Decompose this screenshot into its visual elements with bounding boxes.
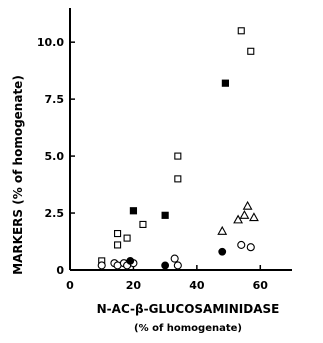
y-tick-label: 5.0 [45,150,65,163]
open-circle-point [170,254,179,263]
open-circle-point [246,243,255,252]
open-square-point [247,47,255,55]
open-triangle-point [242,200,253,210]
y-tick-label: 2.5 [45,207,65,220]
y-tick-label: 7.5 [45,93,65,106]
data-points [97,27,259,270]
open-triangle-point [233,214,244,224]
open-triangle-point [217,225,228,235]
open-triangle-point [239,209,250,219]
open-circle-point [97,261,106,270]
y-axis-title: MARKERS (% of homogenate) [11,75,25,275]
open-square-point [174,152,182,160]
y-tick-label: 0 [56,264,64,277]
open-square-point [114,241,122,249]
filled-circle-point [161,261,170,270]
open-square-point [237,27,245,35]
filled-square-point [221,79,229,87]
x-tick-label: 0 [66,279,74,292]
open-square-point [123,234,131,242]
x-axis-subtitle: (% of homogenate) [134,323,242,334]
filled-square-point [129,207,138,215]
open-square-point [174,175,182,183]
ticks [69,41,262,271]
filled-circle-point [126,256,135,265]
x-tick-label: 40 [189,279,205,292]
open-circle-point [237,240,246,249]
axes [69,8,292,271]
filled-circle-point [218,247,227,256]
tick-labels: 0 2.5 5.0 7.5 10.0 0 20 40 60 [37,36,268,292]
y-tick-label: 10.0 [37,36,64,49]
x-tick-label: 60 [253,279,269,292]
x-tick-label: 20 [126,279,142,292]
x-axis-title: N-AC-β-GLUCOSAMINIDASE [97,302,280,316]
open-square-point [139,220,147,228]
open-triangle-point [249,212,259,222]
filled-square-point [161,211,169,219]
open-square-point [114,229,122,238]
open-circle-point [173,261,182,270]
